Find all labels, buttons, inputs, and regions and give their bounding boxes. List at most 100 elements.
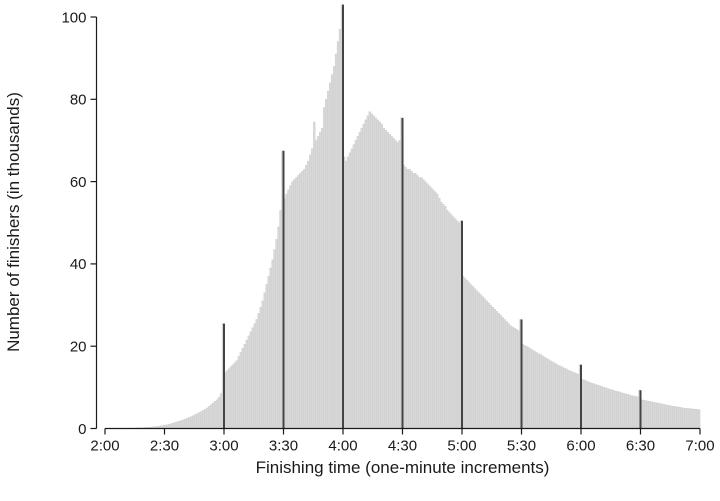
histogram-bar <box>299 173 302 429</box>
histogram-bar <box>687 408 691 429</box>
histogram-bar <box>485 300 489 429</box>
histogram-bar <box>465 280 469 429</box>
histogram-bar <box>297 175 300 429</box>
histogram-bar <box>346 156 350 429</box>
histogram-bar <box>291 181 294 429</box>
histogram-bar <box>646 400 649 429</box>
histogram-bar <box>388 134 391 429</box>
histogram-bar <box>368 111 372 429</box>
x-tick-label: 5:30 <box>507 438 536 455</box>
histogram-bar <box>507 323 510 429</box>
histogram-bar <box>501 317 504 429</box>
histogram-bar <box>517 330 520 429</box>
histogram-bar <box>192 415 195 429</box>
histogram-bar <box>487 302 491 429</box>
histogram-bar <box>432 189 435 429</box>
histogram-bar <box>285 193 288 429</box>
histogram-bar <box>685 408 689 429</box>
histogram-bar <box>523 345 526 429</box>
histogram-bar <box>457 222 461 429</box>
histogram-bar <box>434 191 437 429</box>
y-tick-label: 20 <box>70 338 87 355</box>
histogram-bar <box>672 406 675 429</box>
histogram-bar <box>570 371 574 429</box>
histogram-bar <box>209 404 213 429</box>
histogram-bar <box>396 142 399 429</box>
histogram-bar <box>683 407 687 429</box>
histogram-bar <box>674 406 677 429</box>
histogram-bar <box>225 370 229 429</box>
histogram-bar <box>194 414 197 429</box>
histogram-bar <box>568 370 572 429</box>
histogram-bar <box>467 282 471 429</box>
histogram-bar <box>650 401 653 429</box>
histogram-bar <box>525 346 528 429</box>
histogram-bar <box>511 326 514 429</box>
histogram-bar <box>406 169 409 429</box>
histogram-bar <box>680 407 683 429</box>
histogram-bar <box>584 380 588 429</box>
histogram-bar <box>527 347 530 429</box>
histogram-bar <box>442 204 445 429</box>
histogram-bar <box>255 319 258 429</box>
histogram-bar <box>537 353 540 429</box>
histogram-bar <box>295 177 298 429</box>
histogram-bar <box>447 212 451 429</box>
histogram-bar <box>360 127 364 429</box>
histogram-bar <box>483 298 487 429</box>
y-tick-label: 100 <box>61 9 86 26</box>
histogram-bar <box>398 140 401 429</box>
histogram-bar <box>247 335 251 429</box>
histogram-bar <box>503 319 506 429</box>
histogram-bar <box>207 406 211 429</box>
y-tick-label: 0 <box>78 421 86 438</box>
histogram-bar <box>257 313 260 429</box>
histogram-bar <box>307 160 310 429</box>
histogram-bar <box>586 381 590 429</box>
histogram-bar <box>564 368 568 429</box>
histogram-bar <box>366 115 370 429</box>
x-tick-label: 3:30 <box>269 438 298 455</box>
histogram-bar <box>505 321 508 429</box>
histogram-bar <box>463 278 467 429</box>
histogram-bar <box>553 362 556 429</box>
histogram-bar <box>618 391 621 429</box>
histogram-bar <box>430 187 433 429</box>
histogram-bar <box>695 409 699 429</box>
histogram-bar <box>311 148 314 429</box>
histogram-bar <box>269 267 272 429</box>
histogram-bar <box>394 140 397 429</box>
histogram-bar <box>332 66 336 429</box>
histogram-bar <box>253 323 256 429</box>
histogram-bar <box>513 327 516 429</box>
histogram-bar <box>489 304 492 429</box>
histogram-bar <box>376 119 379 429</box>
histogram-bar <box>211 402 215 429</box>
histogram-bar <box>319 132 322 429</box>
x-axis: 2:00 2:30 3:00 3:30 4:00 4:30 5:00 5:30 6:00 6:30… <box>90 427 715 455</box>
histogram-bar <box>334 53 338 429</box>
histogram-bar <box>535 352 538 429</box>
histogram-bar <box>606 388 610 429</box>
histogram-bar <box>215 399 219 429</box>
histogram-bar <box>499 315 502 429</box>
histogram-bar <box>547 359 550 429</box>
x-tick-label: 4:00 <box>328 438 357 455</box>
histogram-bar <box>184 418 187 429</box>
histogram-bar <box>374 117 377 429</box>
histogram-bar <box>313 121 316 429</box>
histogram-bar <box>475 290 479 429</box>
histogram-bar <box>404 167 407 429</box>
histogram-bar <box>662 404 665 429</box>
histogram-bar <box>277 226 280 429</box>
x-tick-label: 6:00 <box>566 438 595 455</box>
histogram-bar <box>668 405 671 429</box>
histogram-bar <box>614 390 617 429</box>
histogram-bar <box>563 367 566 429</box>
histogram-bar <box>551 361 554 429</box>
histogram-bar <box>529 348 532 429</box>
histogram-bar <box>380 123 383 429</box>
histogram-bar <box>172 422 175 429</box>
histogram-bar <box>303 169 306 429</box>
histogram-bar <box>265 284 268 429</box>
